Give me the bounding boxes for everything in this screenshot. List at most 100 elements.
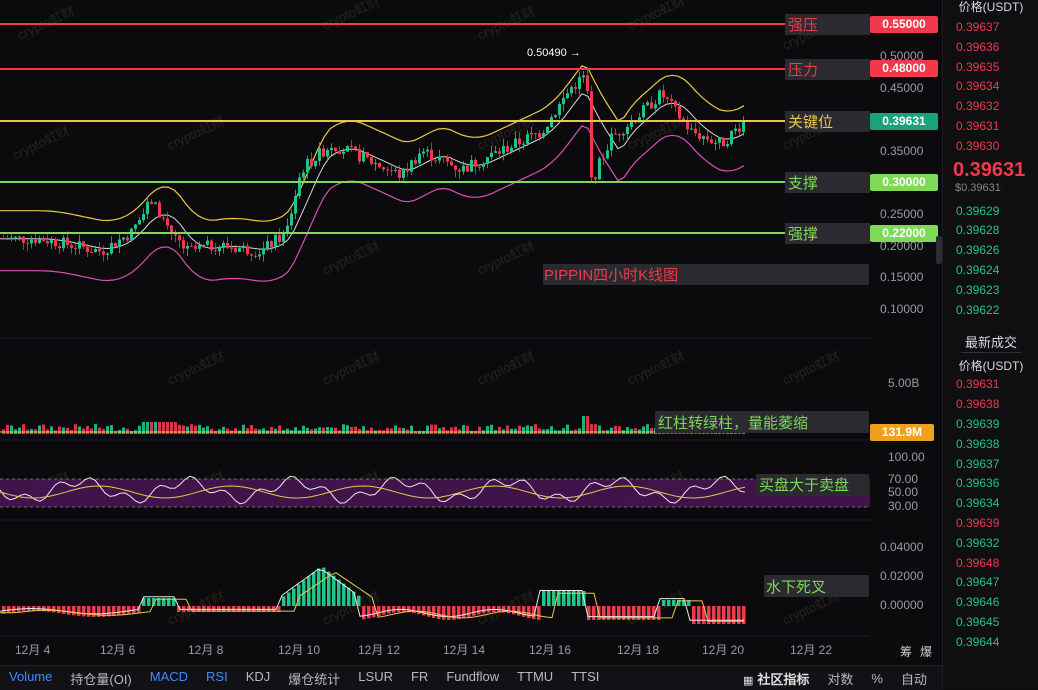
order-book-panel: 价格(USDT) 0.39637 0.39636 0.39635 0.39634 0.3… [942,0,1038,689]
axis-scroll-handle[interactable] [936,236,942,264]
price-tick: 0.10000 [880,302,924,316]
x-axis-label: 12月 14 [443,643,486,657]
x-axis-label: 12月 22 [790,643,833,657]
x-axis-label: 12月 16 [529,643,572,657]
tab-volume[interactable]: Volume [9,668,53,684]
watermark-text: crypto虹财 [320,0,382,33]
price-tick: 0.50000 [880,49,924,63]
watermark-text: crypto虹财 [475,348,537,388]
key-label: 关键位 [788,114,833,131]
bid-price: 0.39626 [956,243,1000,258]
ask-price: 0.39635 [956,59,1000,74]
rsi-note: 买盘大于卖盘 [759,476,849,494]
community-indicators-button[interactable]: ▦ 社区指标 [742,671,810,687]
chips-toggle[interactable]: 筹 [900,645,913,659]
strong_support-label: 强撑 [788,226,818,243]
strong-resistance-tag: 0.55000 [870,16,938,33]
rsi-tick: 30.00 [888,499,919,513]
trade-price: 0.39644 [956,634,1000,649]
price-tick: 0.15000 [880,270,924,284]
rsi-lines [0,475,870,508]
trade-price: 0.39647 [956,575,1000,590]
high-marker: 0.50490 → [527,47,581,59]
trade-price: 0.39634 [956,496,1000,511]
tab--[interactable]: 爆仓统计 [288,671,341,687]
tab-fundflow[interactable]: Fundflow [446,668,500,684]
price-axis[interactable]: 0.50000 0.45000 0.35000 0.25000 0.20000 … [870,0,942,665]
watermark-text: crypto虹财 [165,113,227,153]
trade-price: 0.39645 [956,614,1000,629]
last-price: 0.39631 [953,158,1026,181]
ask-price: 0.39630 [956,138,1000,153]
watermark-text: crypto虹财 [165,348,227,388]
bid-price: 0.39622 [956,302,1000,317]
lower-band [0,125,745,282]
divider [961,352,1021,354]
trade-price: 0.39639 [956,515,1000,530]
log-scale-button[interactable]: 对数 [827,671,854,687]
macd-histogram [0,567,746,624]
ask-price: 0.39636 [956,39,1000,54]
upper-band [0,65,745,222]
price-tick: 0.35000 [880,144,924,158]
tab-ttsi[interactable]: TTSI [571,668,600,684]
tab-kdj[interactable]: KDJ [245,668,271,684]
indicator-tab-bar: Volume 持仓量(OI) MACD RSI KDJ 爆仓统计 LSUR FR Fundflo… [0,665,942,690]
x-axis-label: 12月 10 [278,643,321,657]
support-label: 支撑 [788,175,818,192]
bid-price: 0.39629 [956,203,1000,218]
candlesticks [2,69,745,262]
watermark-text: crypto虹财 [625,0,687,33]
last-price-usd: $0.39631 [955,181,1001,194]
ask-price: 0.39637 [956,20,1000,34]
watermark-text: crypto虹财 [320,238,382,278]
strong-support-tag: 0.22000 [870,225,938,242]
trade-price: 0.39631 [956,377,1000,392]
bid-price: 0.39623 [956,282,1000,297]
trade-price: 0.39638 [956,436,1000,451]
tab--oi-[interactable]: 持仓量(OI) [70,671,132,687]
tab-macd[interactable]: MACD [149,668,189,684]
volume-note: 红柱转绿柱，量能萎缩 [658,415,808,432]
chart-title: PIPPIN四小时K线图 [544,267,678,284]
trade-price: 0.39636 [956,476,1000,491]
x-axis-label: 12月 12 [358,643,401,657]
resistance-tag: 0.48000 [870,60,938,77]
watermark-text: crypto虹财 [10,123,72,163]
tab-ttmu[interactable]: TTMU [517,668,554,684]
watermark-text: crypto虹财 [15,3,77,43]
trade-price: 0.39632 [956,535,1000,550]
macd-note: 水下死叉 [766,579,826,596]
macd-tick: 0.04000 [880,540,924,554]
x-axis-label: 12月 4 [15,643,51,657]
watermark-text: crypto虹财 [475,3,537,43]
tab-fr[interactable]: FR [410,668,429,684]
trade-price: 0.39637 [956,456,1000,471]
liquidation-toggle[interactable]: 爆 [920,645,933,659]
rsi-band [0,479,870,507]
bid-price: 0.39624 [956,262,1000,277]
trade-price: 0.39646 [956,595,1000,610]
strong_resistance-label: 强压 [788,17,818,34]
tab-lsur[interactable]: LSUR [358,668,393,684]
trades-title: 最新成交 [964,335,1017,351]
price-chart[interactable]: crypto虹财 crypto虹财 crypto虹财 crypto虹财 crypto虹财… [0,0,870,665]
macd-tick: 0.02000 [880,569,924,583]
middle-band [0,93,745,250]
tab-rsi[interactable]: RSI [206,668,228,684]
x-axis-label: 12月 20 [702,643,745,657]
rsi-tick: 70.00 [888,472,919,486]
trade-price: 0.39648 [956,555,1000,570]
percent-scale-button[interactable]: % [871,670,883,686]
price-tick: 0.45000 [880,81,924,95]
price-tick: 0.20000 [880,239,924,253]
watermark-text: crypto虹财 [625,113,687,153]
x-axis-label: 12月 18 [617,643,660,657]
auto-scale-button[interactable]: 自动 [900,671,927,687]
trade-price: 0.39638 [956,397,1000,412]
rsi-tick: 100.00 [888,450,925,464]
watermark-text: crypto虹财 [320,348,382,388]
watermark-text: crypto虹财 [780,348,842,388]
price-tick: 0.25000 [880,207,924,221]
watermark-text: crypto虹财 [625,348,687,388]
